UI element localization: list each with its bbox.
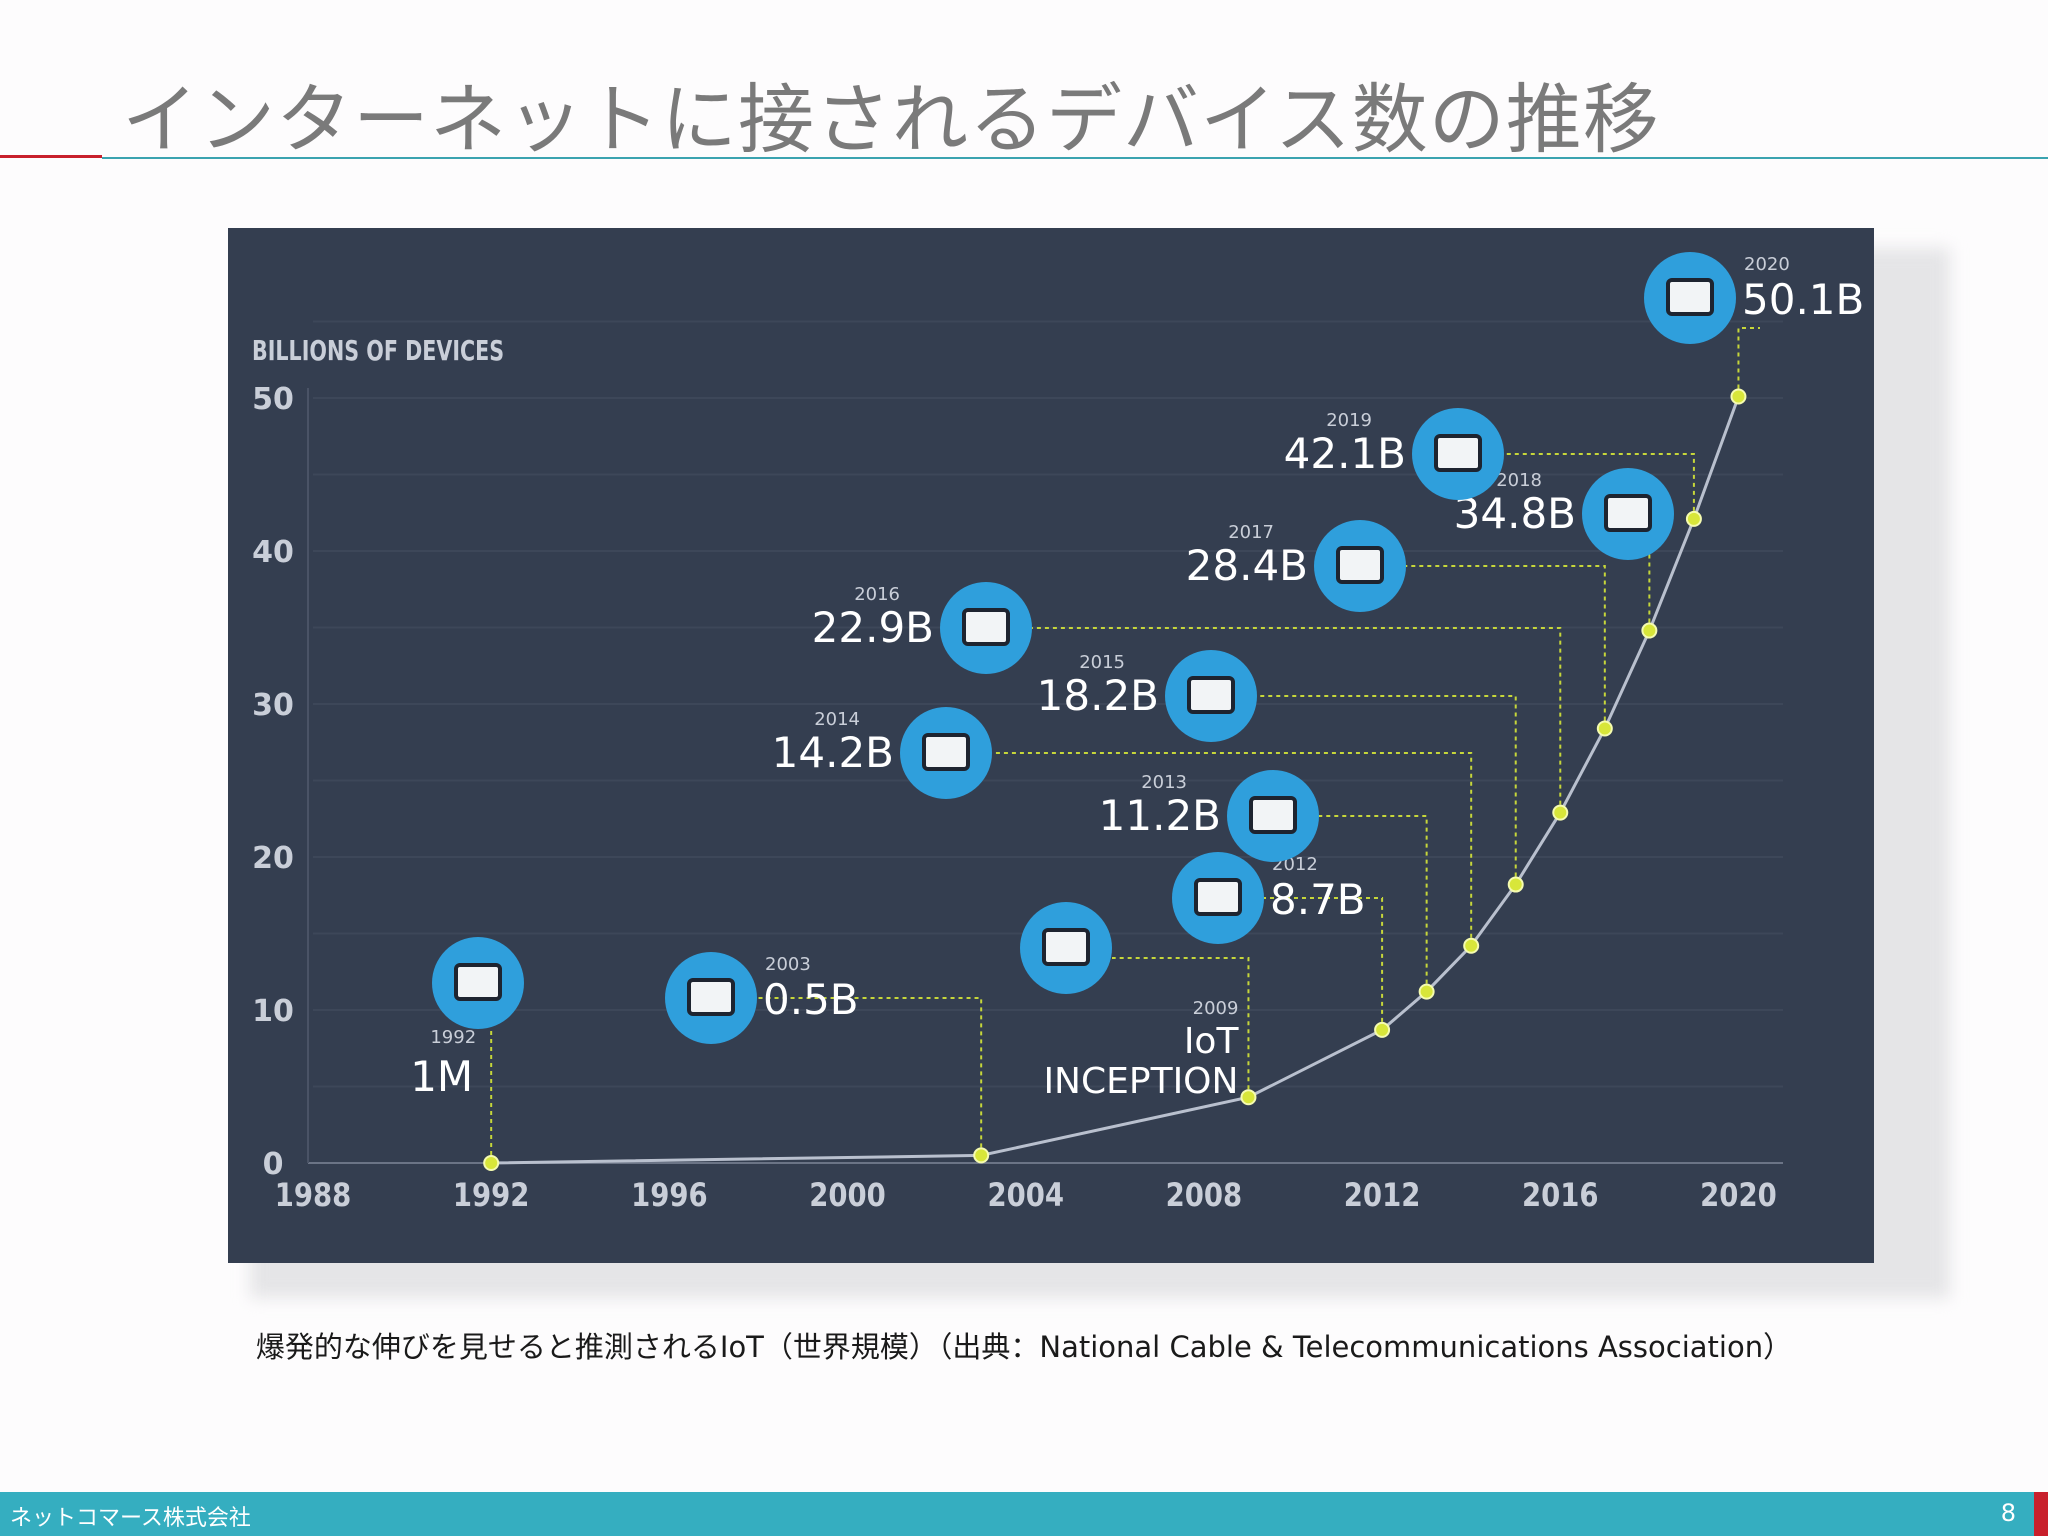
footer-bar: ネットコマース株式会社 8 [0,1492,2048,1536]
y-tick-label: 50 [252,382,294,417]
page-number: 8 [2000,1499,2016,1527]
leader-line [1264,897,1384,1030]
annotation-year: 2009 [1193,998,1239,1019]
annotation-value: 42.1B [1284,429,1406,478]
leader-line [1257,695,1517,885]
annotation-value: 34.8B [1454,489,1576,538]
annotation-value2: INCEPTION [1043,1061,1238,1102]
data-point [1374,1021,1391,1038]
laptop-icon-glyph [687,978,735,1016]
data-point [1418,983,1435,1000]
door-handle-icon-glyph [1666,278,1714,316]
street-lamp-icon-glyph [1187,676,1235,714]
data-point [1463,937,1480,954]
x-tick-label: 2004 [987,1177,1064,1215]
data-point [1730,388,1747,405]
leader-line [757,997,983,1156]
leader-line [1319,815,1428,992]
data-point [1641,622,1658,639]
x-tick-label: 2016 [1522,1177,1599,1215]
y-tick-label: 40 [252,535,294,570]
annotation-value: 28.4B [1186,541,1308,590]
annotation-year: 1992 [430,1027,476,1048]
tablet-icon-glyph [1336,546,1384,584]
data-point [973,1147,990,1164]
annotation-year: 2020 [1744,254,1790,275]
leader-line [1406,565,1606,729]
annotation-value: 50.1B [1742,275,1864,324]
x-tick-label: 2020 [1700,1177,1777,1215]
annotation-value: IoT [1184,1021,1240,1062]
leader-line [1032,627,1562,813]
footer-company: ネットコマース株式会社 [10,1506,251,1531]
annotation-value: 14.2B [772,728,894,777]
annotation-year: 2019 [1326,410,1372,431]
money-card-icon-glyph [1604,494,1652,532]
chart-caption: 爆発的な伸びを見せると推測されるIoT（世界規模）（出典：National Ca… [255,1330,1793,1364]
y-tick-label: 20 [252,841,294,876]
wind-turbine-icon-glyph [922,733,970,771]
y-tick-label: 0 [263,1147,284,1182]
title-rule-teal [102,157,2048,159]
annotation-value: 1M [410,1052,473,1101]
slide-title: インターネットに接されるデバイス数の推移 [122,75,1660,164]
annotation-year: 2016 [854,584,900,605]
oven-icon-glyph [1249,796,1297,834]
data-point [1240,1089,1257,1106]
annotation-year: 2013 [1141,772,1187,793]
data-point [1596,720,1613,737]
data-point [483,1154,500,1171]
leader-line [1737,327,1760,397]
x-tick-label: 1996 [631,1177,708,1215]
annotation-year: 2015 [1079,652,1125,673]
annotation-value: 22.9B [812,603,934,652]
x-tick-label: 1988 [275,1177,352,1215]
leader-line [992,752,1473,946]
series-line [491,395,1740,1165]
annotation-year: 2003 [765,954,811,975]
data-point [1552,804,1569,821]
x-tick-label: 1992 [453,1177,530,1215]
y-tick-label: 10 [252,994,294,1029]
leader-line [1504,453,1695,519]
annotation-value: 11.2B [1099,791,1221,840]
annotation-year: 2017 [1228,522,1274,543]
title-rule-red [0,155,102,158]
footer-accent [2034,1492,2048,1536]
data-point [1685,510,1702,527]
data-point [1507,876,1524,893]
y-tick-label: 30 [252,688,294,723]
lightbulb-icon-glyph [1042,928,1090,966]
annotation-value: 8.7B [1270,875,1366,924]
annotation-year: 2018 [1496,470,1542,491]
annotation-value: 0.5B [763,975,859,1024]
leader-line [1112,957,1250,1098]
smartwatch-phone-icon-glyph [1194,878,1242,916]
x-tick-label: 2012 [1344,1177,1421,1215]
chart-svg: BILLIONS OF DEVICES 0 10 20 30 40 50 1988 1992 19… [252,252,1864,1215]
x-tick-label: 2008 [1166,1177,1243,1215]
iot-device-chart: BILLIONS OF DEVICES 0 10 20 30 40 50 1988 1992 19… [228,228,1874,1263]
traffic-light-icon-glyph [962,608,1010,646]
x-tick-label: 2000 [809,1177,886,1215]
y-axis-title: BILLIONS OF DEVICES [252,335,504,368]
annotation-value: 18.2B [1037,671,1159,720]
light-switch-icon-glyph [1434,434,1482,472]
desktop-computer-icon-glyph [454,963,502,1001]
annotation-year: 2014 [814,709,860,730]
